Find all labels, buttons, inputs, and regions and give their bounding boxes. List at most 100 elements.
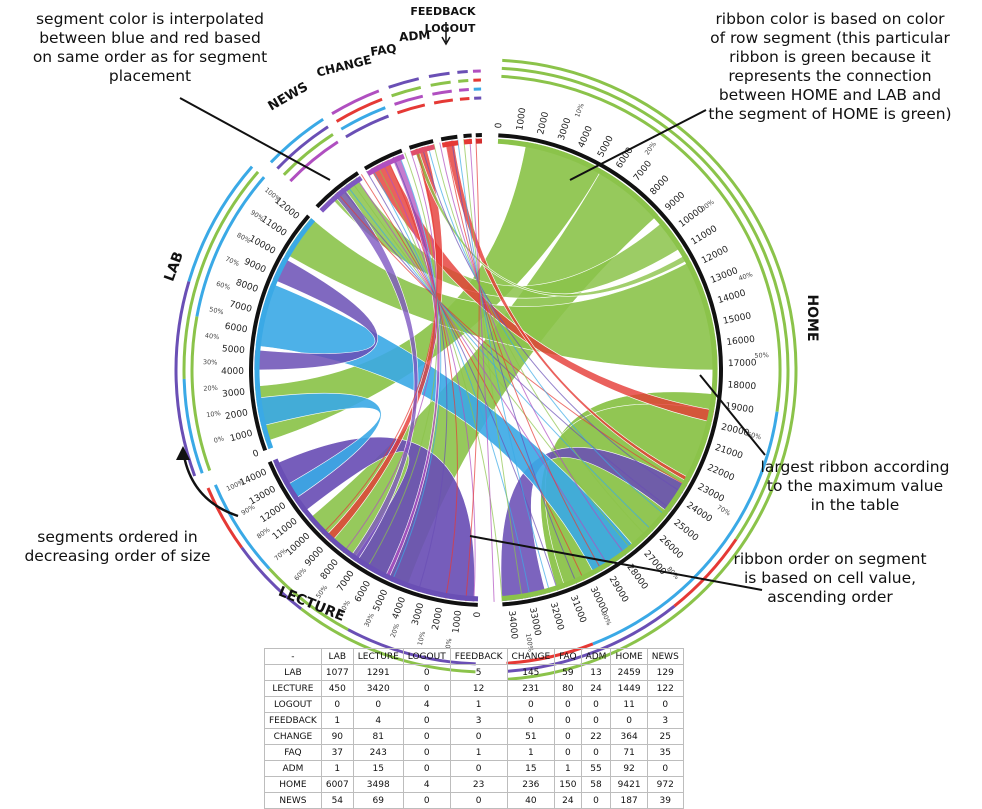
tick-label: 8000 xyxy=(234,278,259,295)
table-cell: 0 xyxy=(647,697,683,713)
tick-label: 13000 xyxy=(709,266,740,286)
table-cell: 122 xyxy=(647,681,683,697)
tick-label: 1000 xyxy=(229,429,254,445)
tick-label: 26000 xyxy=(657,534,685,561)
percent-label: 100% xyxy=(225,478,245,493)
percent-label: 20% xyxy=(203,384,218,393)
tick-label: 15000 xyxy=(722,311,752,327)
table-cell: 4 xyxy=(403,697,450,713)
table-cell: 236 xyxy=(507,777,555,793)
table-cell: 22 xyxy=(581,729,611,745)
column-header: CHANGE xyxy=(507,649,555,665)
table-cell: 15 xyxy=(507,761,555,777)
table-cell: 3420 xyxy=(353,681,403,697)
row-header: ADM xyxy=(265,761,322,777)
table-cell: 1 xyxy=(507,745,555,761)
segment-label-faq: FAQ xyxy=(369,41,397,59)
percent-label: 30% xyxy=(363,612,376,628)
percent-label: 10% xyxy=(573,102,585,118)
outer-ring-arc xyxy=(432,91,451,94)
tick-label: 11000 xyxy=(271,516,300,542)
annotation-segment-color: segment color is interpolated between bl… xyxy=(0,10,300,86)
tick-label: 25000 xyxy=(671,518,700,544)
outer-ring-arc xyxy=(431,82,451,85)
table-cell: 0 xyxy=(321,697,353,713)
outer-ring-arc xyxy=(397,105,424,113)
table-cell: 71 xyxy=(611,745,647,761)
tick-label: 12000 xyxy=(259,501,289,525)
percent-label: 60% xyxy=(293,566,309,582)
tick-label: 31000 xyxy=(568,594,588,625)
table-cell: 35 xyxy=(647,745,683,761)
row-header: CHANGE xyxy=(265,729,322,745)
table-cell: 55 xyxy=(581,761,611,777)
percent-label: 10% xyxy=(416,630,427,646)
tick-label: 22000 xyxy=(705,463,735,484)
tick-label: 18000 xyxy=(727,380,756,392)
table-cell: 243 xyxy=(353,745,403,761)
tick-label: 6000 xyxy=(224,322,249,336)
table-cell: 92 xyxy=(611,761,647,777)
segment-arc-adm xyxy=(441,137,457,140)
tick-label: 1000 xyxy=(451,610,464,634)
outer-ring-arc xyxy=(460,99,469,100)
table-cell: 15 xyxy=(353,761,403,777)
table-cell: 150 xyxy=(555,777,581,793)
table-cell: 0 xyxy=(581,697,611,713)
table-cell: 450 xyxy=(321,681,353,697)
outer-ring-arc xyxy=(459,90,469,91)
percent-label: 10% xyxy=(206,409,222,419)
tick-label: 5000 xyxy=(596,134,616,159)
table-cell: 24 xyxy=(581,681,611,697)
percent-label: 20% xyxy=(643,140,658,156)
table-cell: 1077 xyxy=(321,665,353,681)
tick-label: 32000 xyxy=(548,601,566,632)
table-cell: 59 xyxy=(555,665,581,681)
tick-label: 6000 xyxy=(353,579,373,604)
outer-ring-arc xyxy=(346,116,389,137)
tick-label: 34000 xyxy=(506,610,519,640)
percent-label: 60% xyxy=(215,280,231,292)
table-cell: 0 xyxy=(353,697,403,713)
tick-label: 10000 xyxy=(285,531,313,558)
row-header: NEWS xyxy=(265,793,322,809)
tick-label: 2000 xyxy=(224,408,249,422)
table-cell: 23 xyxy=(450,777,507,793)
table-cell: 81 xyxy=(353,729,403,745)
tick-label: 7000 xyxy=(336,569,357,594)
table-cell: 1291 xyxy=(353,665,403,681)
table-cell: 12 xyxy=(450,681,507,697)
tick-label: 2000 xyxy=(431,606,445,631)
table-cell: 364 xyxy=(611,729,647,745)
column-header: LAB xyxy=(321,649,353,665)
leader-segment-color xyxy=(180,98,330,180)
percent-label: 30% xyxy=(203,358,218,366)
percent-label: 50% xyxy=(209,305,225,316)
table-cell: 1 xyxy=(450,697,507,713)
table-cell: 0 xyxy=(403,793,450,809)
column-header: - xyxy=(265,649,322,665)
table-cell: 0 xyxy=(555,697,581,713)
percent-label: 50% xyxy=(754,351,769,360)
tick-label: 3000 xyxy=(411,602,427,627)
tick-label: 2000 xyxy=(536,111,551,136)
table-cell: 2459 xyxy=(611,665,647,681)
tick-label: 5000 xyxy=(372,588,391,613)
tick-label: 3000 xyxy=(222,388,246,400)
tick-label: 16000 xyxy=(726,335,756,348)
table-cell: 0 xyxy=(450,793,507,809)
table-cell: 69 xyxy=(353,793,403,809)
table-cell: 11 xyxy=(611,697,647,713)
tick-label: 11000 xyxy=(690,224,720,248)
column-header: ADM xyxy=(581,649,611,665)
annotation-ribbon-color: ribbon color is based on color of row se… xyxy=(680,10,980,124)
percent-label: 70% xyxy=(224,255,240,268)
annotation-largest-ribbon: largest ribbon according to the maximum … xyxy=(735,458,975,515)
table-cell: 0 xyxy=(507,697,555,713)
